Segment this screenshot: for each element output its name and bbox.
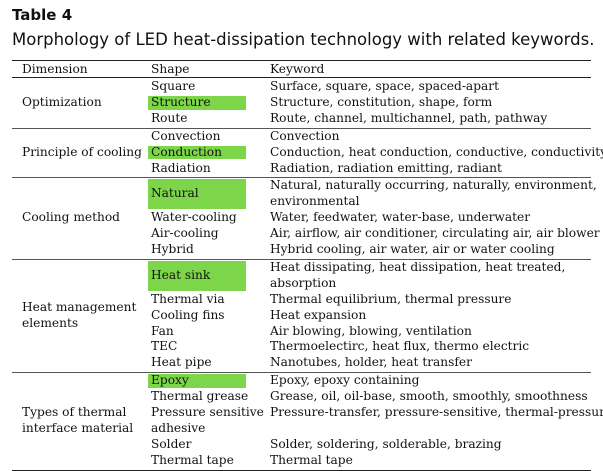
shape-cell: Heat sink [151,267,211,282]
keyword-cell: Convection [270,128,340,143]
table-caption: Morphology of LED heat-dissipation techn… [12,30,595,49]
shape-highlight [148,179,246,210]
keyword-cell: Heat expansion [270,307,367,322]
shape-highlight [148,145,246,160]
dimension-cell: Types of thermal [22,405,127,419]
shape-cell: Water-cooling [151,210,237,225]
keyword-cell: Natural, naturally occurring, naturally,… [270,178,597,193]
dimension-cell: Cooling method [22,210,120,225]
group-rule [12,127,591,129]
keyword-cell: Radiation, radiation emitting, radiant [270,160,502,175]
shape-highlight [148,260,246,291]
shape-cell: Convection [151,128,221,143]
shape-highlight [148,95,246,110]
keyword-cell: Route, channel, multichannel, path, path… [270,110,548,125]
shape-cell: adhesive [151,420,206,435]
dimension-cell: Heat management [22,299,137,314]
keyword-cell: Epoxy, epoxy containing [270,373,420,388]
keyword-cell: environmental [270,194,360,209]
shape-cell: Thermal tape [151,452,234,467]
header-shape: Shape [151,62,190,76]
shape-cell: Cooling fins [151,307,225,322]
keyword-cell: Water, feedwater, water-base, underwater [270,210,531,225]
header-keyword: Keyword [270,62,325,76]
shape-cell: Fan [151,323,174,338]
shape-cell: Thermal grease [151,389,249,404]
keyword-cell: Grease, oil, oil-base, smooth, smoothly,… [270,389,588,404]
shape-cell: Radiation [151,160,211,175]
keyword-cell: Structure, constitution, shape, form [270,94,493,109]
shape-cell: Thermal via [151,291,225,306]
shape-cell: TEC [151,339,178,354]
shape-cell: Route [151,110,188,125]
keyword-cell: Heat dissipating, heat dissipation, heat… [270,259,566,274]
header-dimension: Dimension [22,62,88,76]
table-label: Table 4 [12,6,73,24]
shape-cell: Natural [151,186,199,201]
group-rule [12,258,591,260]
shape-cell: Heat pipe [151,355,212,370]
shape-cell: Air-cooling [151,226,219,241]
keyword-cell: Conduction, heat conduction, conductive,… [270,144,603,159]
shape-cell: Conduction [151,144,222,159]
shape-cell: Solder [151,436,192,451]
shape-cell: Hybrid [151,242,194,256]
keyword-cell: Air, airflow, air conditioner, circulati… [270,226,600,241]
dimension-cell: elements [22,315,79,330]
keyword-cell: Thermal equilibrium, thermal pressure [270,291,512,306]
top-rule [12,60,591,61]
group-rule [12,177,591,179]
header-rule [12,77,591,78]
keyword-cell: Solder, soldering, solderable, brazing [270,436,502,451]
keyword-cell: Pressure-transfer, pressure-sensitive, t… [270,405,603,419]
dimension-cell: Optimization [22,94,102,109]
dimension-cell: interface material [22,420,134,435]
shape-cell: Epoxy [151,373,189,388]
keyword-cell: Hybrid cooling, air water, air or water … [270,242,555,256]
keyword-cell: Air blowing, blowing, ventilation [270,323,472,338]
keyword-cell: Thermal tape [270,452,353,467]
bottom-rule [12,469,591,471]
keyword-cell: Thermoelectirc, heat flux, thermo electr… [270,339,530,354]
dimension-cell: Principle of cooling [22,144,142,159]
shape-cell: Pressure sensitive [151,405,264,419]
shape-highlight [148,374,246,389]
group-rule [12,372,591,374]
keyword-cell: Nanotubes, holder, heat transfer [270,355,472,370]
shape-cell: Structure [151,94,211,109]
keyword-cell: absorption [270,275,337,290]
keyword-cell: Surface, square, space, spaced-apart [270,79,499,93]
shape-cell: Square [151,79,196,93]
